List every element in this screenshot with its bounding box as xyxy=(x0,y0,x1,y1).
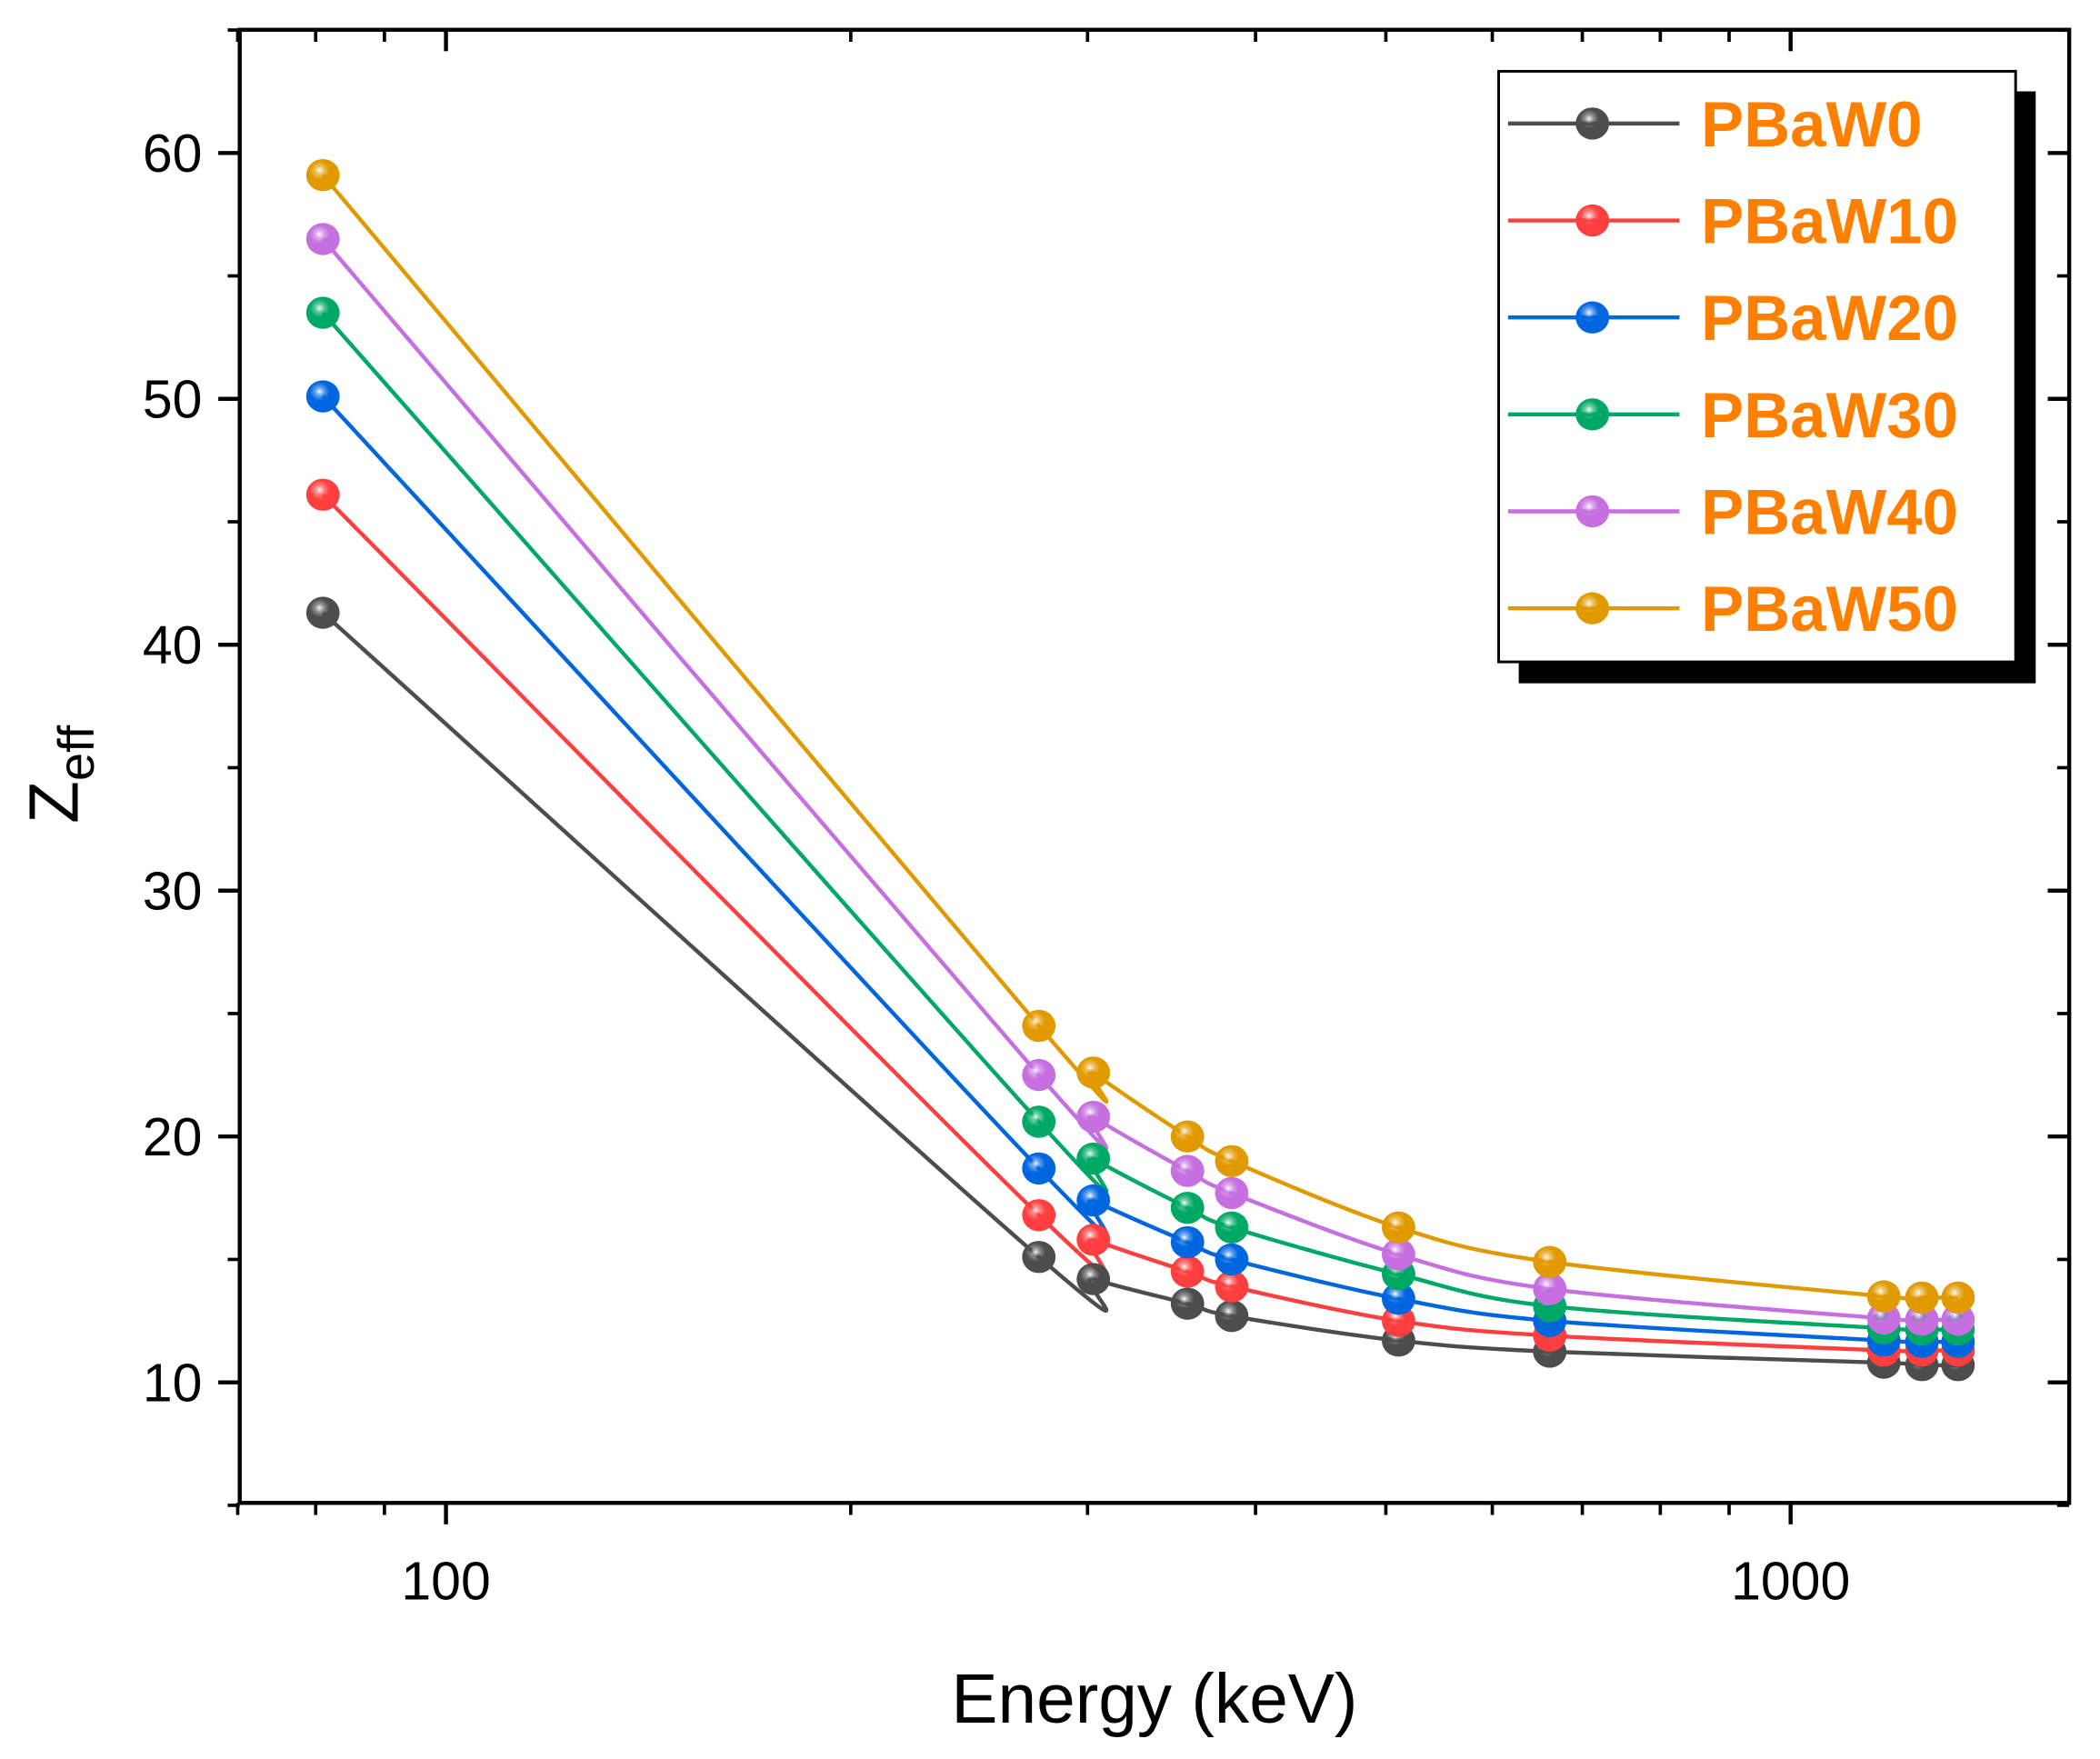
data-point-PBaW40 xyxy=(1941,1304,1975,1336)
series-line-PBaW20 xyxy=(321,395,1958,1344)
series-line-PBaW40 xyxy=(321,237,1958,1324)
series-line-PBaW0 xyxy=(321,611,1958,1368)
legend-entry-PBaW30: PBaW30 xyxy=(1507,379,1958,451)
legend-marker xyxy=(1575,398,1610,431)
data-point-PBaW50 xyxy=(1215,1144,1249,1177)
legend-label: PBaW50 xyxy=(1701,573,1958,645)
legend-box xyxy=(1497,69,2017,664)
data-point-PBaW50 xyxy=(305,158,340,192)
data-point-PBaW20 xyxy=(1076,1184,1111,1217)
y-tick-label: 40 xyxy=(143,616,203,675)
data-point-PBaW40 xyxy=(1076,1100,1111,1134)
data-point-PBaW40 xyxy=(1215,1176,1249,1210)
y-tick-label: 30 xyxy=(143,862,203,921)
data-point-PBaW20 xyxy=(305,380,340,413)
y-axis-label: Zeff xyxy=(15,725,105,823)
data-point-PBaW30 xyxy=(1215,1211,1249,1244)
y-tick-label: 50 xyxy=(143,370,203,429)
series-line-PBaW30 xyxy=(321,311,1958,1333)
series-markers xyxy=(305,158,1975,1382)
axis-ticks xyxy=(218,28,2070,1524)
data-point-PBaW10 xyxy=(1076,1224,1111,1256)
data-point-PBaW0 xyxy=(1022,1241,1056,1274)
legend-label: PBaW10 xyxy=(1701,185,1958,257)
data-point-PBaW50 xyxy=(1076,1056,1111,1089)
legend: PBaW0 PBaW10 PBaW20 PBaW30 PBaW40 PBaW50 xyxy=(1497,69,2036,684)
legend-entry-PBaW0: PBaW0 xyxy=(1507,88,1923,160)
data-point-PBaW0 xyxy=(305,596,340,629)
legend-label: PBaW40 xyxy=(1701,476,1958,548)
data-point-PBaW50 xyxy=(1170,1120,1205,1153)
data-point-PBaW0 xyxy=(1170,1287,1205,1320)
data-point-PBaW30 xyxy=(1076,1142,1111,1175)
y-tick-label: 20 xyxy=(143,1108,203,1167)
data-point-PBaW40 xyxy=(1170,1154,1205,1187)
data-point-PBaW40 xyxy=(1381,1238,1415,1271)
legend-label: PBaW0 xyxy=(1701,88,1923,160)
data-point-PBaW10 xyxy=(305,478,340,511)
tick-labels: 100 1000 10 20 30 40 50 60 xyxy=(143,125,1850,1611)
legend-entry-PBaW40: PBaW40 xyxy=(1507,476,1958,548)
x-axis-label: Energy (keV) xyxy=(951,1661,1357,1738)
legend-marker xyxy=(1575,301,1610,334)
data-point-PBaW40 xyxy=(1533,1273,1567,1305)
data-point-PBaW0 xyxy=(1076,1263,1111,1295)
data-point-PBaW50 xyxy=(1533,1245,1567,1278)
legend-entry-PBaW10: PBaW10 xyxy=(1507,185,1958,257)
data-point-PBaW50 xyxy=(1866,1280,1901,1313)
data-point-PBaW20 xyxy=(1381,1283,1415,1315)
legend-marker xyxy=(1575,495,1610,528)
data-point-PBaW10 xyxy=(1170,1255,1205,1288)
data-point-PBaW20 xyxy=(1215,1243,1249,1276)
legend-label: PBaW30 xyxy=(1701,379,1958,451)
data-point-PBaW20 xyxy=(1022,1152,1056,1185)
data-point-PBaW50 xyxy=(1381,1211,1415,1244)
x-tick-label: 1000 xyxy=(1731,1552,1850,1611)
data-point-PBaW40 xyxy=(1866,1302,1901,1335)
data-point-PBaW30 xyxy=(1022,1105,1056,1138)
series-line-PBaW50 xyxy=(321,174,1958,1302)
data-point-PBaW10 xyxy=(1215,1270,1249,1303)
data-point-PBaW30 xyxy=(1170,1191,1205,1224)
legend-marker xyxy=(1575,592,1610,625)
legend-marker xyxy=(1575,204,1610,237)
x-tick-label: 100 xyxy=(401,1552,490,1611)
data-point-PBaW50 xyxy=(1022,1009,1056,1043)
data-point-PBaW10 xyxy=(1381,1304,1415,1337)
data-point-PBaW0 xyxy=(1215,1299,1249,1333)
legend-label: PBaW20 xyxy=(1701,282,1958,354)
legend-marker xyxy=(1575,107,1610,140)
data-point-PBaW10 xyxy=(1022,1199,1056,1232)
data-point-PBaW30 xyxy=(305,296,340,329)
data-point-PBaW50 xyxy=(1941,1281,1975,1314)
y-tick-label: 10 xyxy=(143,1354,203,1413)
data-point-PBaW50 xyxy=(1905,1281,1939,1314)
legend-entry-PBaW50: PBaW50 xyxy=(1507,573,1958,645)
data-point-PBaW40 xyxy=(1905,1304,1939,1336)
data-point-PBaW40 xyxy=(305,223,340,255)
y-tick-label: 60 xyxy=(143,125,203,184)
data-point-PBaW20 xyxy=(1170,1225,1205,1259)
data-point-PBaW40 xyxy=(1022,1058,1056,1092)
legend-entry-PBaW20: PBaW20 xyxy=(1507,282,1958,354)
